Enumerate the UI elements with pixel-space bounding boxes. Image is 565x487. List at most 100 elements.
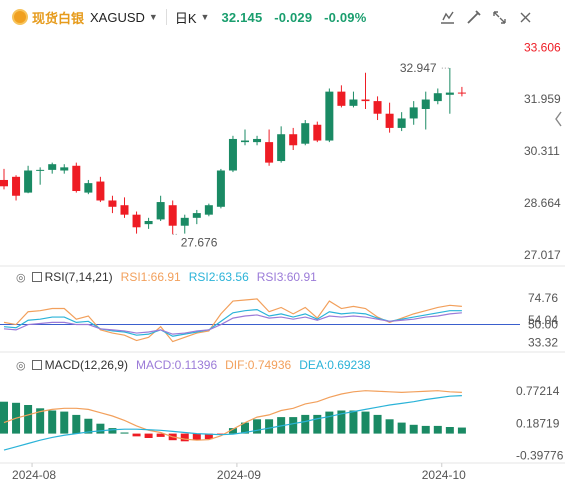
macd-bar (84, 418, 93, 434)
indicator-settings-button[interactable] (439, 9, 456, 26)
candle-body (180, 217, 189, 226)
macd-bar (421, 425, 430, 434)
macd-bar (373, 414, 382, 434)
indicator-box-icon[interactable] (31, 360, 42, 370)
candle-body (373, 101, 382, 114)
candle-body (168, 205, 177, 226)
last-price: 32.145 (221, 9, 263, 25)
macd-bar (144, 433, 153, 438)
macd-tick-label: -0.39776 (516, 448, 564, 462)
price-tick-label: 28.664 (524, 196, 561, 210)
macd-bar (156, 433, 165, 437)
eye-icon[interactable]: ◎ (16, 271, 26, 284)
macd-bar (337, 410, 346, 434)
candle-body (204, 205, 213, 215)
period-selector[interactable]: 日K ▼ (175, 8, 210, 27)
candle-body (48, 164, 57, 170)
candle-body (24, 170, 33, 193)
candle-body (457, 92, 466, 94)
candle-body (216, 170, 225, 207)
draw-line-button[interactable] (465, 9, 482, 26)
candle-body (192, 213, 201, 218)
close-icon (520, 12, 531, 23)
candle-body (445, 92, 454, 95)
macd-bar (108, 428, 117, 434)
candle-body (397, 118, 406, 128)
macd-bar (60, 411, 69, 434)
symbol-selector[interactable]: XAGUSD ▼ (90, 10, 158, 25)
chart-toolbar: 现货白银 XAGUSD ▼ 日K ▼ 32.145 -0.029 -0.09% (0, 0, 565, 34)
macd-bar (36, 408, 45, 434)
macd-bar (192, 433, 201, 441)
candle-body (12, 176, 21, 196)
time-tick-label: 2024-10 (422, 468, 466, 482)
macd-name: MACD(12,26,9) (44, 358, 128, 372)
draw-line-icon (467, 10, 481, 24)
low-label: 27.676 (181, 235, 218, 249)
chevron-down-icon: ▼ (148, 12, 158, 22)
candle-body (421, 99, 430, 109)
macd-bar (313, 414, 322, 434)
macd-value: MACD:0.11396 (135, 358, 218, 372)
macd-bar (180, 433, 189, 442)
rsi-tick-label: 50.00 (528, 318, 558, 332)
candle-body (144, 220, 153, 225)
macd-bar (265, 419, 274, 434)
macd-bar (349, 410, 358, 434)
candle-body (361, 99, 370, 102)
fullscreen-button[interactable] (491, 9, 508, 26)
macd-bar (433, 425, 442, 434)
macd-bar (253, 419, 262, 434)
price-tick-label: 30.311 (524, 144, 560, 158)
dif-value: DIF:0.74936 (225, 358, 292, 372)
macd-bar (289, 417, 298, 434)
candle-body (433, 93, 442, 102)
macd-bar (397, 422, 406, 434)
candle-body (301, 123, 310, 144)
macd-bar (96, 423, 105, 434)
rsi-header: ◎ RSI(7,14,21) RSI1:66.91 RSI2:63.56 RSI… (16, 270, 325, 284)
macd-line-dea (3, 395, 462, 451)
macd-bar (132, 433, 141, 437)
rsi1-value: RSI1:66.91 (120, 270, 181, 284)
candle-body (253, 138, 262, 143)
candle-body (108, 200, 117, 207)
rsi-line-rsi2 (3, 308, 462, 337)
macd-bar (48, 410, 57, 434)
high-label: 32.947 (400, 61, 437, 75)
macd-bar (445, 427, 454, 434)
candle-body (349, 99, 358, 106)
fullscreen-icon (493, 11, 506, 24)
candle-body (156, 202, 165, 220)
dea-value: DEA:0.69238 (299, 358, 371, 372)
time-tick-label: 2024-08 (12, 468, 56, 482)
candle-body (409, 107, 418, 119)
candle-body (289, 134, 298, 146)
macd-line-dif (3, 390, 462, 441)
candle-body (120, 205, 129, 215)
macd-bar (457, 427, 466, 434)
candle-body (60, 167, 69, 171)
close-button[interactable] (517, 9, 534, 26)
rsi2-value: RSI2:63.56 (188, 270, 249, 284)
rsi3-value: RSI3:60.91 (256, 270, 317, 284)
candle-body (72, 165, 81, 192)
macd-bar (385, 419, 394, 434)
candle-body (36, 169, 45, 171)
candle-body (337, 91, 346, 106)
rsi-name: RSI(7,14,21) (44, 270, 113, 284)
macd-bar (120, 432, 129, 434)
indicator-box-icon[interactable] (31, 272, 42, 282)
macd-bar (228, 428, 237, 434)
macd-bar (241, 422, 249, 434)
candle-body (228, 138, 237, 171)
eye-icon[interactable]: ◎ (16, 359, 26, 372)
rsi-tick-label: 74.76 (528, 291, 558, 305)
period-label: 日K (174, 10, 197, 26)
price-tick-label: 27.017 (524, 248, 561, 262)
brand-name: 现货白银 (32, 10, 85, 26)
price-change: -0.029 (274, 9, 313, 25)
logo-coin-icon (12, 9, 28, 25)
symbol-label: XAGUSD (90, 9, 145, 25)
